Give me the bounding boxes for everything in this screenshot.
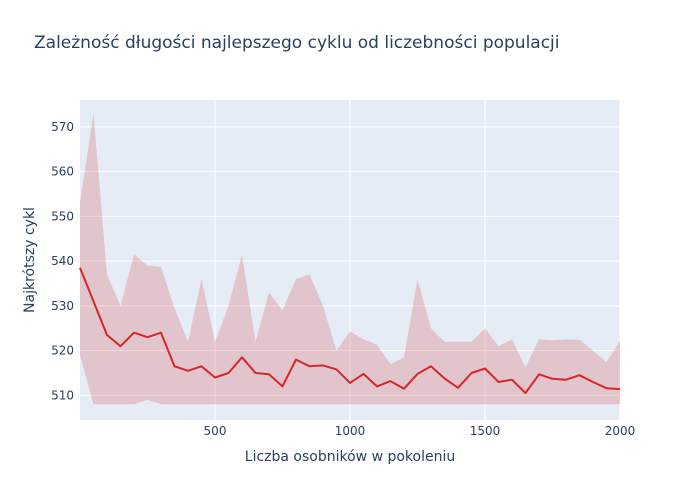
x-tick-label: 2000 bbox=[605, 424, 636, 438]
y-axis-label: Najkrótszy cykl bbox=[22, 207, 38, 313]
x-tick-label: 1500 bbox=[470, 424, 501, 438]
y-tick-label: 570 bbox=[51, 120, 74, 134]
series-line bbox=[79, 267, 621, 395]
y-tick-label: 550 bbox=[51, 209, 74, 223]
chart-title: Zależność długości najlepszego cyklu od … bbox=[34, 33, 560, 53]
x-axis-label: Liczba osobników w pokoleniu bbox=[244, 449, 456, 465]
y-tick-label: 530 bbox=[51, 299, 74, 313]
y-tick-label: 520 bbox=[51, 344, 74, 358]
range-band bbox=[80, 113, 620, 405]
x-tick-label: 1000 bbox=[335, 424, 366, 438]
x-tick-label: 500 bbox=[204, 424, 227, 438]
y-tick-label: 510 bbox=[51, 388, 74, 402]
y-tick-label: 540 bbox=[51, 254, 74, 268]
y-tick-label: 560 bbox=[51, 165, 74, 179]
